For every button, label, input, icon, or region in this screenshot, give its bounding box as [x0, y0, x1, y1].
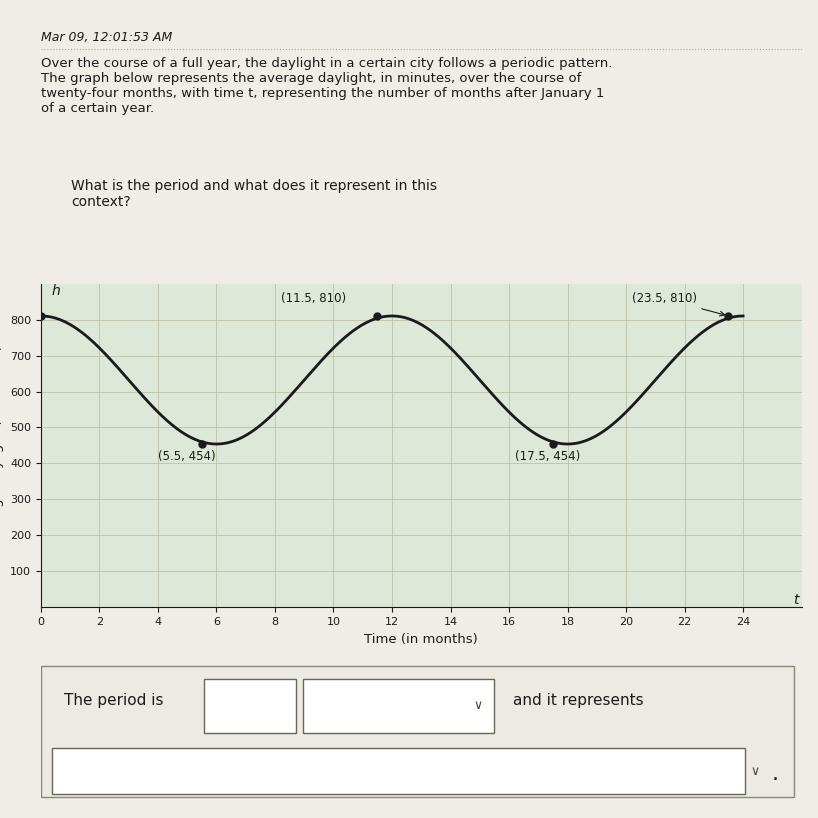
Text: and it represents: and it represents	[513, 693, 643, 708]
Text: ∨: ∨	[751, 765, 760, 778]
Text: Over the course of a full year, the daylight in a certain city follows a periodi: Over the course of a full year, the dayl…	[41, 57, 613, 115]
FancyBboxPatch shape	[303, 679, 493, 733]
Text: (23.5, 810): (23.5, 810)	[632, 292, 725, 316]
Text: ∨: ∨	[473, 699, 482, 712]
FancyBboxPatch shape	[52, 748, 744, 794]
FancyBboxPatch shape	[204, 679, 296, 733]
Text: The period is: The period is	[64, 693, 164, 708]
Text: .: .	[771, 764, 779, 784]
Text: (17.5, 454): (17.5, 454)	[515, 450, 580, 463]
FancyBboxPatch shape	[41, 666, 794, 798]
Text: h: h	[52, 285, 60, 299]
Text: What is the period and what does it represent in this
context?: What is the period and what does it repr…	[71, 179, 438, 209]
Text: Mar 09, 12:01:53 AM: Mar 09, 12:01:53 AM	[41, 30, 172, 43]
Text: t: t	[793, 593, 798, 607]
Text: (11.5, 810): (11.5, 810)	[281, 292, 346, 305]
Y-axis label: Average Daylight (in minutes): Average Daylight (in minutes)	[0, 345, 4, 546]
Text: (5.5, 454): (5.5, 454)	[158, 450, 216, 463]
X-axis label: Time (in months): Time (in months)	[364, 632, 479, 645]
